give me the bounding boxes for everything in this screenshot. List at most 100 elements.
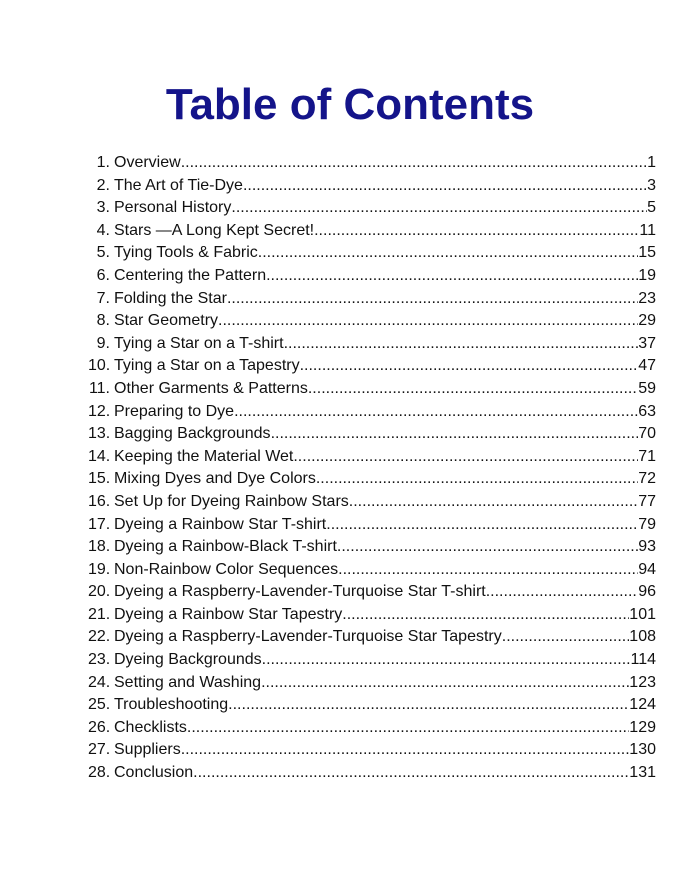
toc-entry[interactable]: 24.Setting and Washing 123 [88, 672, 656, 695]
toc-entry[interactable]: 9.Tying a Star on a T-shirt 37 [88, 333, 656, 356]
entry-number: 3. [96, 199, 110, 217]
entry-page-number: 79 [638, 515, 656, 533]
dot-leader [261, 672, 629, 695]
dot-leader [337, 536, 638, 559]
entry-page-number: 94 [638, 560, 656, 578]
entry-page-number: 124 [629, 696, 656, 714]
toc-entry[interactable]: 5.Tying Tools & Fabric 15 [88, 242, 656, 265]
toc-entry[interactable]: 27.Suppliers 130 [88, 739, 656, 762]
dot-leader [349, 491, 638, 514]
entry-page-number: 23 [638, 289, 656, 307]
toc-entry[interactable]: 12.Preparing to Dye 63 [88, 401, 656, 424]
entry-title: Star Geometry [114, 312, 219, 330]
entry-page-number: 63 [638, 402, 656, 420]
entry-title: Dyeing a Rainbow Star Tapestry [114, 605, 343, 623]
entry-title: Preparing to Dye [114, 402, 235, 420]
dot-leader [300, 355, 639, 378]
entry-page-number: 47 [638, 357, 656, 375]
dot-leader [181, 739, 630, 762]
toc-entry[interactable]: 7.Folding the Star 23 [88, 288, 656, 311]
entry-number: 4. [96, 221, 110, 239]
entry-title: Conclusion [114, 764, 194, 782]
dot-leader [262, 649, 631, 672]
dot-leader [316, 468, 638, 491]
dot-leader [284, 333, 639, 356]
entry-number: 13. [88, 425, 111, 443]
toc-entry[interactable]: 28.Conclusion 131 [88, 762, 656, 785]
toc-entry[interactable]: 14.Keeping the Material Wet 71 [88, 446, 656, 469]
entry-title: Non-Rainbow Color Sequences [114, 560, 339, 578]
entry-number: 28. [88, 764, 111, 782]
entry-page-number: 101 [629, 605, 656, 623]
entry-title: Tying a Star on a Tapestry [114, 357, 300, 375]
entry-title: Dyeing a Rainbow Star T-shirt [114, 515, 327, 533]
entry-number: 19. [88, 560, 111, 578]
toc-entry[interactable]: 11.Other Garments & Patterns 59 [88, 378, 656, 401]
entry-number: 23. [88, 651, 111, 669]
toc-entry[interactable]: 16.Set Up for Dyeing Rainbow Stars 77 [88, 491, 656, 514]
entry-title: Keeping the Material Wet [114, 447, 294, 465]
dot-leader [187, 717, 629, 740]
toc-entry[interactable]: 4.Stars —A Long Kept Secret! 11 [88, 220, 656, 243]
entry-page-number: 11 [639, 221, 656, 239]
dot-leader [218, 310, 638, 333]
entry-number: 16. [88, 492, 111, 510]
toc-entry[interactable]: 15.Mixing Dyes and Dye Colors 72 [88, 468, 656, 491]
entry-number: 27. [88, 741, 111, 759]
entry-number: 7. [96, 289, 110, 307]
entry-title: Bagging Backgrounds [114, 425, 271, 443]
entry-title: Checklists [114, 718, 187, 736]
entry-title: Troubleshooting [114, 696, 229, 714]
entry-number: 22. [88, 628, 111, 646]
page-title: Table of Contents [165, 80, 535, 129]
toc-entry[interactable]: 20. Dyeing a Raspberry-Lavender-Turquoise… [88, 581, 656, 604]
toc-entry[interactable]: 23.Dyeing Backgrounds 114 [88, 649, 656, 672]
toc-entry[interactable]: 8.Star Geometry 29 [88, 310, 656, 333]
entry-number: 10. [88, 357, 111, 375]
toc-entry[interactable]: 1.Overview 1 [88, 152, 656, 175]
dot-leader [231, 197, 647, 220]
toc-entry[interactable]: 19.Non-Rainbow Color Sequences 94 [88, 559, 656, 582]
toc-entry[interactable]: 6.Centering the Pattern 19 [88, 265, 656, 288]
toc-entry[interactable]: 2.The Art of Tie-Dye 3 [88, 175, 656, 198]
entry-number: 5. [96, 244, 110, 262]
toc-entry[interactable]: 21.Dyeing a Rainbow Star Tapestry 101 [88, 604, 656, 627]
entry-number: 1. [96, 154, 110, 171]
entry-title: Dyeing a Raspberry-Lavender-Turquoise St… [114, 583, 486, 601]
entry-title: Suppliers [114, 741, 181, 759]
entry-title: Other Garments & Patterns [114, 379, 308, 397]
toc-entry[interactable]: 25.Troubleshooting 124 [88, 694, 656, 717]
entry-page-number: 3 [647, 176, 656, 194]
entry-page-number: 131 [629, 764, 656, 782]
entry-number: 2. [96, 176, 110, 194]
toc-entry[interactable]: 22. Dyeing a Raspberry-Lavender-Turquoise… [88, 626, 656, 649]
entry-title: Folding the Star [114, 289, 227, 307]
entry-title: Mixing Dyes and Dye Colors [114, 470, 316, 488]
entry-number: 18. [88, 538, 111, 556]
entry-number: 12. [88, 402, 111, 420]
entry-title: Set Up for Dyeing Rainbow Stars [114, 492, 349, 510]
entry-page-number: 123 [629, 673, 656, 691]
dot-leader [258, 242, 638, 265]
entry-number: 15. [88, 470, 111, 488]
toc-entry[interactable]: 3.Personal History 5 [88, 197, 656, 220]
toc-entry[interactable]: 13.Bagging Backgrounds 70 [88, 423, 656, 446]
dot-leader [342, 604, 629, 627]
entry-page-number: 72 [638, 470, 656, 488]
entry-page-number: 19 [638, 266, 656, 284]
toc-entry[interactable]: 10.Tying a Star on a Tapestry 47 [88, 355, 656, 378]
toc-entry[interactable]: 18.Dyeing a Rainbow-Black T-shirt 93 [88, 536, 656, 559]
entry-page-number: 59 [638, 379, 656, 397]
entry-page-number: 77 [638, 492, 656, 510]
entry-page-number: 71 [638, 447, 656, 465]
toc-entry[interactable]: 17.Dyeing a Rainbow Star T-shirt 79 [88, 514, 656, 537]
entry-page-number: 37 [638, 334, 656, 352]
entry-title: Overview [114, 154, 181, 171]
entry-number: 14. [88, 447, 111, 465]
dot-leader [227, 288, 638, 311]
dot-leader [271, 423, 639, 446]
entry-number: 9. [96, 334, 110, 352]
toc-entry[interactable]: 26.Checklists 129 [88, 717, 656, 740]
dot-leader [181, 152, 647, 175]
entry-page-number: 108 [629, 628, 656, 646]
